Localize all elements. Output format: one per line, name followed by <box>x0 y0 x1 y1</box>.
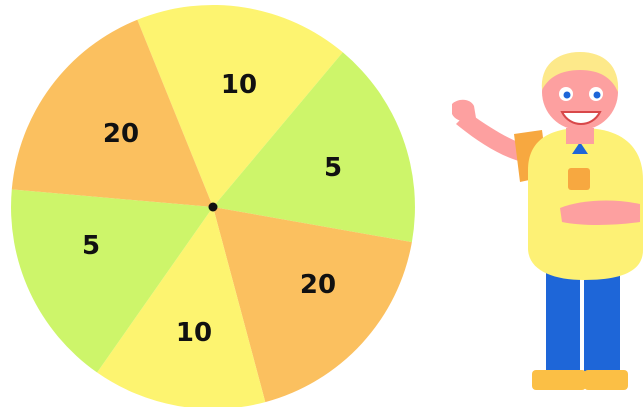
host-folded-arm <box>560 200 640 225</box>
host-collar <box>572 142 588 154</box>
wheel-segment-10-bottom[interactable] <box>97 207 266 410</box>
wheel-segment-20-top-left[interactable] <box>11 19 213 208</box>
wheel-label-20-top-left: 20 <box>103 119 139 149</box>
wheel-segment-5-left[interactable] <box>11 189 214 373</box>
wheel-segment-5-right[interactable] <box>213 52 415 243</box>
host-raised-hand <box>452 99 476 122</box>
wheel-segment-20-bottom-right[interactable] <box>213 207 412 403</box>
wheel-hub <box>208 202 218 212</box>
host-right-shoe <box>584 370 628 390</box>
host-raised-arm <box>456 112 528 162</box>
wheel-label-10-bottom: 10 <box>176 318 212 348</box>
host-left-shoe <box>532 370 586 390</box>
wheel-segment-10-top[interactable] <box>137 5 343 208</box>
wheel-label-5-left: 5 <box>82 231 100 261</box>
host-neck <box>566 128 594 144</box>
host-hair <box>541 52 619 92</box>
game-host-character <box>452 52 643 390</box>
spinner-wheel[interactable]: 10 5 20 10 5 20 <box>11 5 415 410</box>
host-right-pupil <box>593 91 601 99</box>
host-left-pupil <box>563 91 571 99</box>
wheel-label-10-top: 10 <box>221 70 257 100</box>
host-right-leg <box>584 262 620 374</box>
host-badge <box>568 168 590 190</box>
wheel-label-5-right: 5 <box>324 153 342 183</box>
host-smile <box>560 111 602 125</box>
host-left-leg <box>546 262 580 374</box>
wheel-label-20-bottom-right: 20 <box>300 270 336 300</box>
